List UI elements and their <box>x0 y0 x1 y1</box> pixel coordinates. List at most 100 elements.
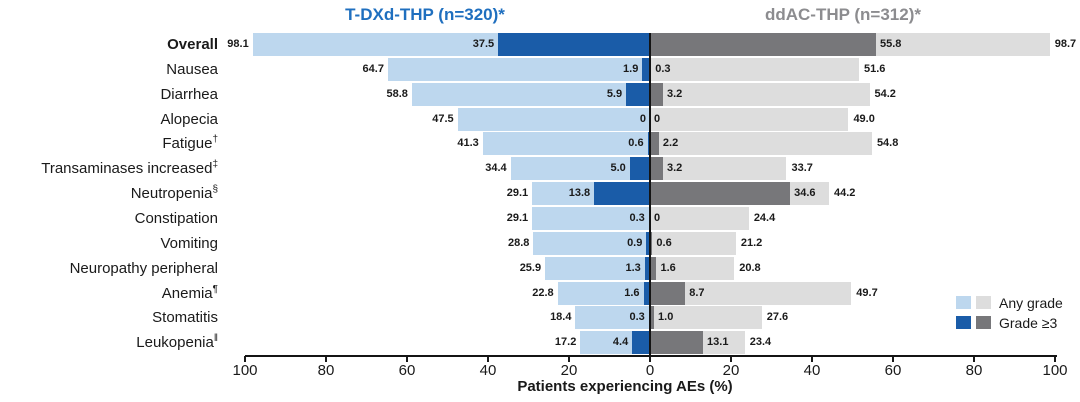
value-left-grade-ge3: 1.6 <box>624 286 640 299</box>
category-label: Alopecia <box>160 110 218 128</box>
group-header-ddac-thp: ddAC-THP (n=312)* <box>764 5 921 24</box>
x-axis-tick-label: 20 <box>722 362 740 379</box>
value-right-any-grade: 27.6 <box>766 311 789 324</box>
legend-row-grade-ge3: Grade ≥3 <box>956 314 1063 331</box>
value-right-any-grade: 23.4 <box>749 336 772 349</box>
category-label: Neutropenia§ <box>130 184 218 203</box>
bar-right-grade-ge3 <box>650 256 657 280</box>
bar-right-any-grade <box>650 256 735 280</box>
category-label: Stomatitis <box>152 309 218 327</box>
x-axis-tick-label: 40 <box>479 362 497 379</box>
value-right-any-grade: 51.6 <box>863 62 886 75</box>
bar-left-any-grade <box>532 207 650 230</box>
category-label: Constipation <box>134 210 218 227</box>
x-axis-tick-label: 80 <box>965 362 983 379</box>
bar-left-any-grade <box>545 256 650 280</box>
value-right-grade-ge3: 0.6 <box>656 236 672 249</box>
value-right-any-grade: 49.0 <box>853 112 875 125</box>
bar-right-grade-ge3 <box>650 132 659 156</box>
bar-right-grade-ge3 <box>650 157 663 181</box>
value-right-grade-ge3: 0.3 <box>655 62 671 75</box>
x-axis-tick-label: 60 <box>884 362 902 379</box>
value-right-grade-ge3: 13.1 <box>707 336 729 349</box>
value-left-grade-ge3: 4.4 <box>612 336 629 349</box>
category-footnote-mark: † <box>212 134 218 146</box>
value-left-grade-ge3: 5.9 <box>606 87 623 100</box>
bar-left-grade-ge3 <box>594 182 650 206</box>
group-header-tdxd-thp: T-DXd-THP (n=320)* <box>345 5 505 24</box>
value-left-any-grade: 47.5 <box>432 112 454 125</box>
value-left-any-grade: 98.1 <box>227 38 249 50</box>
value-left-any-grade: 22.8 <box>532 286 554 299</box>
x-axis-tick-label: 80 <box>317 362 335 379</box>
bar-right-any-grade <box>650 306 762 330</box>
value-right-any-grade: 33.7 <box>791 162 813 175</box>
bar-right-any-grade <box>650 207 749 230</box>
bar-right-any-grade <box>650 281 852 305</box>
category-footnote-mark: ¶ <box>212 283 218 295</box>
bar-right-any-grade <box>650 132 872 156</box>
bar-right-grade-ge3 <box>650 281 686 305</box>
category-label: Anemia¶ <box>161 283 218 302</box>
x-axis-tick-label: 100 <box>1042 362 1068 379</box>
value-right-grade-ge3: 0 <box>654 112 661 125</box>
x-axis-tick <box>325 356 327 362</box>
value-left-grade-ge3: 5.0 <box>610 162 626 175</box>
bar-left-grade-ge3 <box>498 33 650 56</box>
x-axis-tick <box>649 356 651 362</box>
category-footnote-mark: ‡ <box>212 159 218 171</box>
legend-row-any-grade: Any grade <box>956 294 1063 311</box>
value-right-any-grade: 20.8 <box>739 261 761 274</box>
category-label: Overall <box>167 36 218 53</box>
value-right-grade-ge3: 0 <box>654 212 661 224</box>
value-right-any-grade: 54.8 <box>876 137 899 150</box>
x-axis-tick <box>406 356 408 362</box>
category-footnote-mark: § <box>212 184 218 196</box>
x-axis-line <box>245 355 1057 357</box>
bar-right-grade-ge3 <box>650 231 653 255</box>
bar-right-grade-ge3 <box>650 331 704 355</box>
zero-baseline <box>649 33 651 357</box>
category-label: Leukopenia‖ <box>136 333 218 352</box>
x-axis-tick <box>730 356 732 362</box>
value-right-grade-ge3: 3.2 <box>666 162 683 175</box>
value-left-any-grade: 58.8 <box>386 87 408 100</box>
x-axis-tick <box>973 356 975 362</box>
legend: Any grade Grade ≥3 <box>956 294 1063 334</box>
value-right-any-grade: 44.2 <box>834 187 856 200</box>
bar-right-any-grade <box>650 57 859 81</box>
bar-left-grade-ge3 <box>646 231 650 255</box>
value-right-grade-ge3: 1.6 <box>660 261 676 274</box>
bar-left-any-grade <box>575 306 650 330</box>
bar-right-any-grade <box>650 82 870 106</box>
bar-left-any-grade <box>557 281 650 305</box>
value-right-any-grade: 24.4 <box>753 212 776 224</box>
bar-left-grade-ge3 <box>632 331 650 355</box>
x-axis-tick <box>811 356 813 362</box>
bar-right-grade-ge3 <box>650 306 655 330</box>
legend-swatch-tdxd-grade-ge3 <box>956 316 971 329</box>
x-axis-title: Patients experiencing AEs (%) <box>517 378 733 395</box>
category-label: Diarrhea <box>160 85 218 103</box>
value-left-any-grade: 41.3 <box>457 137 479 150</box>
value-left-grade-ge3: 0 <box>639 112 646 125</box>
bar-left-any-grade <box>387 57 650 81</box>
category-label: Fatigue† <box>162 134 218 153</box>
value-left-any-grade: 64.7 <box>362 62 384 75</box>
legend-swatch-tdxd-any-grade <box>956 296 971 309</box>
bar-left-grade-ge3 <box>647 132 650 156</box>
bar-left-any-grade <box>510 157 650 181</box>
x-axis-tick <box>892 356 894 362</box>
value-left-grade-ge3: 0.3 <box>629 311 645 324</box>
category-label: Vomiting <box>160 234 218 252</box>
x-axis-tick <box>568 356 570 362</box>
value-right-any-grade: 49.7 <box>856 286 878 299</box>
value-left-any-grade: 17.2 <box>554 336 577 349</box>
value-left-any-grade: 18.4 <box>550 311 572 324</box>
value-left-grade-ge3: 0.9 <box>627 236 643 249</box>
x-axis-tick-label: 20 <box>560 362 578 379</box>
bar-right-any-grade <box>650 231 736 255</box>
bar-left-any-grade <box>457 107 650 131</box>
value-left-any-grade: 29.1 <box>506 212 529 224</box>
